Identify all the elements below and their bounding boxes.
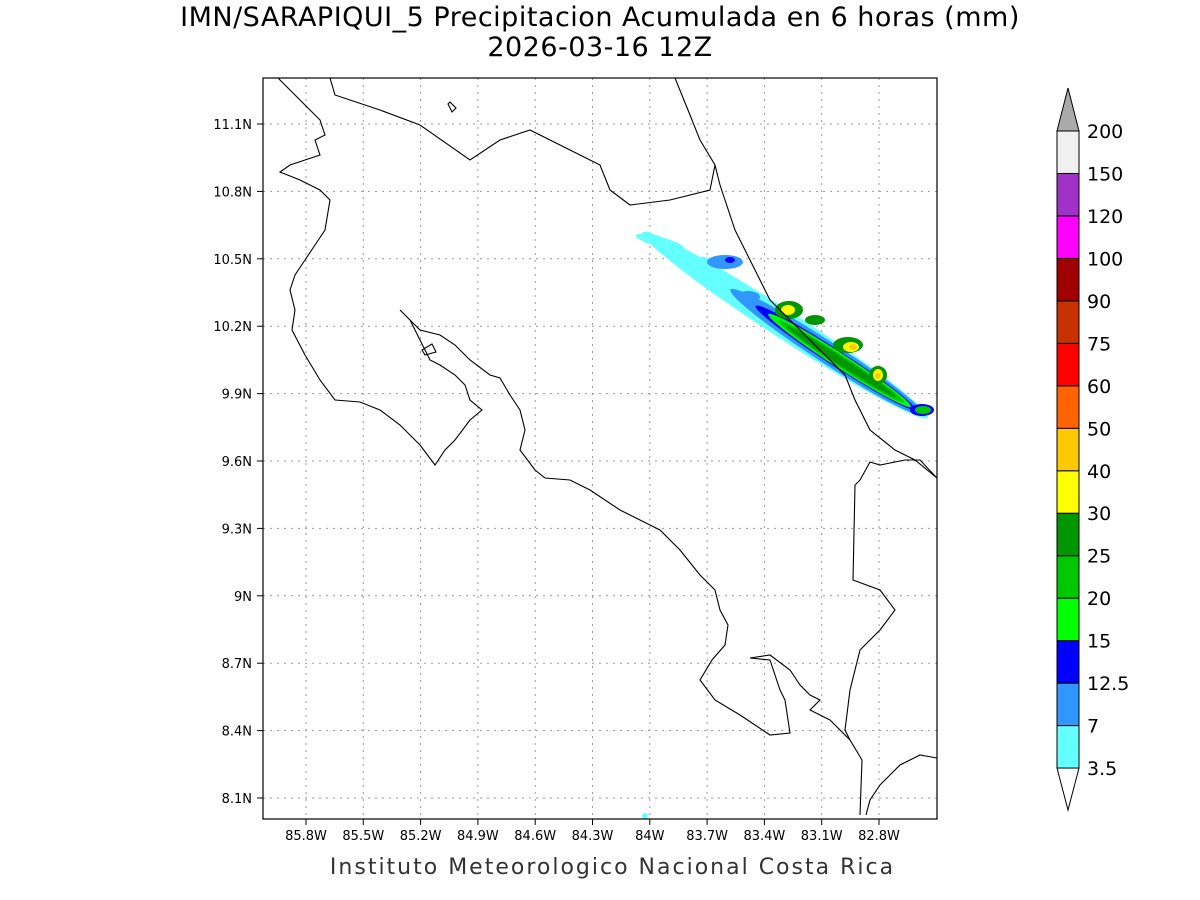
colorbar-box	[1056, 130, 1080, 174]
precip-contour-40	[849, 344, 857, 350]
x-tick-label: 83.4W	[743, 829, 785, 844]
y-tick-label: 9.6N	[222, 455, 252, 470]
y-tick-label: 9.3N	[222, 522, 252, 537]
y-tick-label: 10.2N	[213, 320, 252, 335]
x-tick-label: 84.6W	[514, 829, 556, 844]
y-tick-label: 9.9N	[222, 388, 252, 403]
y-tick-label: 11.1N	[213, 118, 252, 133]
colorbar-label: 12.5	[1087, 673, 1129, 695]
y-tick-label: 9N	[234, 590, 252, 605]
colorbar-label: 3.5	[1087, 758, 1117, 780]
colorbar-box	[1056, 682, 1080, 727]
coastlines-borders	[277, 78, 937, 816]
y-tick-label: 8.1N	[222, 792, 252, 807]
precip-contour-25	[786, 325, 896, 398]
colorbar-box	[1056, 342, 1080, 387]
colorbar-box	[1056, 385, 1080, 429]
colorbar-label: 60	[1087, 376, 1111, 398]
colorbar-label: 20	[1087, 588, 1111, 610]
colorbar-label: 150	[1087, 163, 1123, 185]
y-tick-label: 10.8N	[213, 185, 252, 200]
y-tick-label: 8.7N	[222, 657, 252, 672]
colorbar-box	[1056, 512, 1080, 557]
colorbar-box	[1056, 640, 1080, 684]
colorbar-box	[1056, 427, 1080, 472]
colorbar-box	[1056, 470, 1080, 514]
map-subtitle: 2026-03-16 12Z	[487, 32, 713, 63]
colorbar-under-triangle	[1056, 767, 1080, 812]
colorbar-label: 15	[1087, 631, 1111, 653]
x-tick-label: 84.9W	[457, 829, 499, 844]
colorbar-label: 200	[1087, 121, 1123, 143]
map-title: IMN/SARAPIQUI_5 Precipitacion Acumulada …	[180, 2, 1020, 33]
x-tick-label: 85.8W	[285, 829, 327, 844]
colorbar-label: 90	[1087, 291, 1111, 313]
x-tick-label: 83.1W	[801, 829, 843, 844]
x-tick-label: 83.7W	[686, 829, 728, 844]
colorbar-label: 30	[1087, 503, 1111, 525]
colorbar-box	[1056, 300, 1080, 344]
colorbar-label: 25	[1087, 546, 1111, 568]
colorbar-label: 7	[1087, 716, 1099, 738]
x-tick-label: 82.8W	[858, 829, 900, 844]
colorbar-label: 75	[1087, 333, 1111, 355]
grid-lines	[263, 78, 937, 819]
footer-credit: Instituto Meteorologico Nacional Costa R…	[329, 855, 896, 880]
x-tick-label: 85.2W	[400, 829, 442, 844]
colorbar-box	[1056, 215, 1080, 259]
colorbar: 3.5 7 12.5 15 20 25 30 40 50 60 75 90 100 120 150 200	[1056, 87, 1129, 812]
y-tick-label: 10.5N	[213, 253, 252, 268]
colorbar-over-triangle	[1056, 87, 1080, 132]
x-tick-label: 84.3W	[572, 829, 614, 844]
colorbar-label: 50	[1087, 418, 1111, 440]
colorbar-label: 120	[1087, 206, 1123, 228]
x-tick-label: 85.5W	[342, 829, 384, 844]
colorbar-label: 100	[1087, 248, 1123, 270]
colorbar-label: 40	[1087, 461, 1111, 483]
colorbar-box	[1056, 257, 1080, 302]
colorbar-box	[1056, 172, 1080, 217]
colorbar-box	[1056, 597, 1080, 642]
colorbar-box	[1056, 555, 1080, 599]
precip-field	[635, 231, 934, 819]
precip-contour-30	[781, 305, 795, 315]
x-tick-label: 84W	[635, 829, 665, 844]
axis-ticks: 85.8W 85.5W 85.2W 84.9W 84.6W 84.3W 84W 83.7W 83…	[213, 118, 900, 844]
y-tick-label: 8.4N	[222, 725, 252, 740]
map-frame	[262, 77, 938, 820]
colorbar-box	[1056, 725, 1080, 769]
